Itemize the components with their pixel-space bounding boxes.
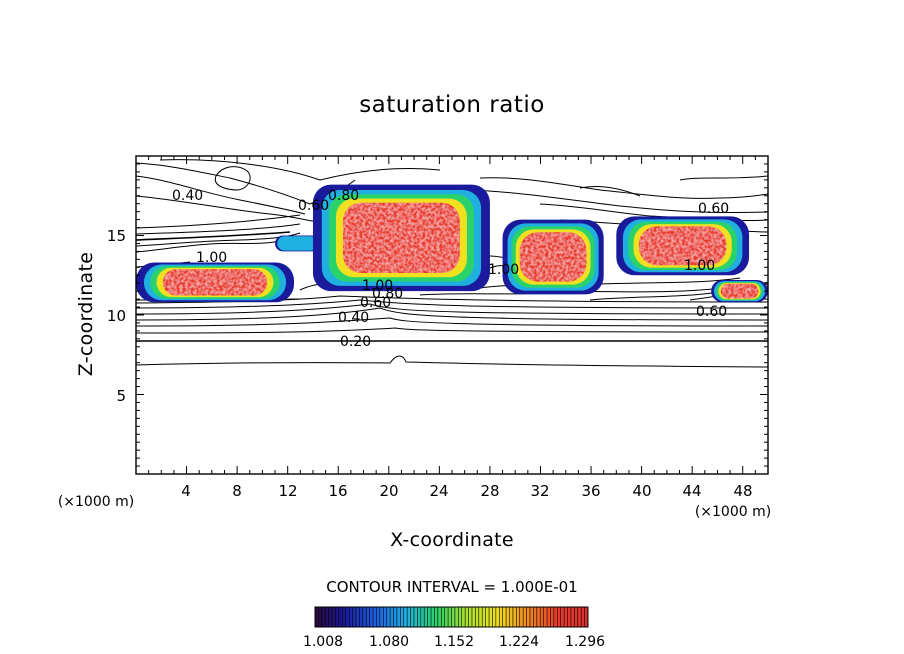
contour-label: 0.60 [698, 201, 729, 217]
contour-line [479, 177, 768, 199]
contour-line [136, 303, 768, 315]
saturation-fields [136, 184, 768, 303]
contour-label: 1.00 [488, 262, 519, 278]
contour-line [579, 185, 641, 197]
z-tick-label: 15 [107, 227, 126, 245]
contour-labels: 0.40 0.60 0.80 1.00 1.00 0.60 0.40 0.20 … [172, 188, 729, 350]
contour-label: 0.60 [298, 198, 329, 214]
contour-line [136, 214, 301, 229]
x-tick-label: 16 [328, 482, 347, 500]
contour-line [136, 223, 301, 235]
contour-label: 1.00 [684, 258, 715, 274]
contour-line [214, 166, 251, 191]
colorbar-frame [314, 606, 589, 628]
saturation-region [711, 280, 768, 303]
saturation-level-band [277, 236, 318, 251]
colorbar-label: 1.080 [369, 634, 409, 650]
contour-line [136, 195, 319, 223]
saturation-region [275, 235, 320, 252]
contour-label: 0.40 [338, 310, 369, 326]
contour-label: 1.00 [362, 278, 393, 294]
contour-line [136, 175, 306, 215]
x-tick-label: 48 [733, 482, 752, 500]
plot-area: 0.40 0.60 0.80 1.00 1.00 0.60 0.40 0.20 … [135, 155, 769, 475]
contour-label: 0.40 [172, 188, 203, 204]
saturation-level-band [519, 232, 587, 282]
x-unit-label: (×1000 m) [695, 504, 771, 520]
saturation-region [136, 262, 294, 303]
contour-line [136, 231, 291, 241]
contour-line [136, 307, 768, 321]
x-tick-label: 28 [480, 482, 499, 500]
colorbar-ticks [314, 607, 589, 627]
x-tick-label: 44 [682, 482, 701, 500]
saturation-level-band [638, 226, 727, 266]
z-tick-label: 10 [107, 307, 126, 325]
x-axis-title: X-coordinate [390, 529, 514, 551]
z-unit-label: (×1000 m) [58, 494, 134, 510]
chart-title: saturation ratio [359, 92, 545, 118]
contour-label: 0.80 [372, 286, 403, 302]
colorbar-label: 1.296 [565, 634, 605, 650]
x-tick-label: 32 [530, 482, 549, 500]
x-tick-labels: 4 8 12 16 20 24 28 32 36 40 44 48 [181, 482, 752, 500]
contour-line [679, 175, 768, 181]
x-tick-label: 20 [379, 482, 398, 500]
x-tick-label: 12 [278, 482, 297, 500]
z-tick-label: 5 [116, 387, 126, 405]
colorbar-label: 1.152 [434, 634, 474, 650]
contour-line [136, 355, 768, 368]
x-tick-label: 36 [581, 482, 600, 500]
axis-ticks [135, 155, 769, 475]
contour-label: 0.20 [340, 334, 371, 350]
colorbar-label: 1.008 [303, 634, 343, 650]
colorbar: 1.008 1.080 1.152 1.224 1.296 [303, 606, 605, 650]
saturation-level-band [162, 269, 268, 296]
z-tick-labels: 5 10 15 [107, 227, 126, 405]
contour-line [159, 159, 441, 181]
saturation-region [616, 216, 750, 276]
x-tick-label: 8 [232, 482, 242, 500]
contour-label: 0.80 [328, 188, 359, 204]
contour-line [136, 327, 768, 334]
x-tick-label: 4 [181, 482, 191, 500]
x-tick-label: 40 [632, 482, 651, 500]
saturation-level-band [720, 283, 759, 299]
x-tick-label: 24 [429, 482, 448, 500]
contour-interval-note: CONTOUR INTERVAL = 1.000E-01 [326, 578, 577, 596]
saturation-level-band [343, 202, 460, 274]
contour-label: 0.60 [360, 295, 391, 311]
saturation-region [312, 184, 490, 292]
contour-label: 0.60 [696, 304, 727, 320]
z-axis-title: Z-coordinate [75, 252, 97, 376]
contour-label: 1.00 [196, 250, 227, 266]
contour-line [136, 299, 768, 309]
contour-line [469, 189, 768, 214]
saturation-region [502, 219, 604, 295]
contour-line [136, 317, 768, 327]
colorbar-label: 1.224 [499, 634, 539, 650]
